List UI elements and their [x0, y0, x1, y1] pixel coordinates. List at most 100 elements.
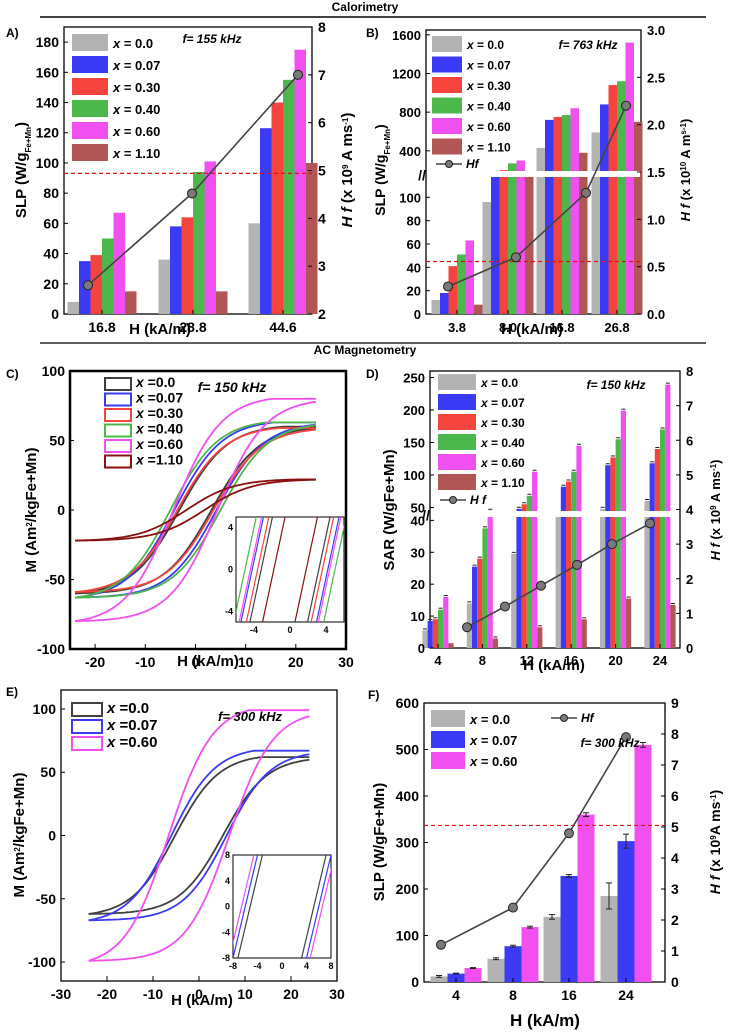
y-tick-label: 40: [43, 246, 59, 262]
x-tick-label: -10: [135, 654, 155, 670]
bar: [610, 457, 616, 648]
bar: [543, 916, 561, 982]
legend-label: x = 0.60: [469, 754, 517, 769]
inset-line: [240, 517, 265, 622]
y-axis-label-part: ): [13, 122, 30, 127]
legend-var: x: [112, 58, 121, 73]
bar: [499, 170, 508, 314]
y-axis-label: M (Am2/kgFe+Mn): [11, 773, 28, 898]
bar: [570, 108, 579, 314]
legend-swatch: [72, 78, 108, 95]
legend-label: x =0.07: [135, 390, 183, 406]
bar: [620, 410, 626, 648]
y-tick-label: 500: [396, 742, 420, 758]
x-tick-label: 4: [452, 987, 460, 1003]
legend-swatch: [438, 414, 476, 430]
inset-line: [317, 517, 342, 622]
y2-axis-label-part: -1: [341, 117, 350, 125]
legend-swatch: [72, 144, 108, 161]
bar: [248, 223, 260, 314]
panel-label: B): [366, 26, 379, 40]
chart-title: f= 155 kHz: [182, 32, 241, 46]
y2-axis-label: H f (x 1010 A ms-1): [678, 119, 693, 222]
x-axis-label: H (kA/m): [177, 653, 239, 670]
y2-axis-label-part: (x 10: [707, 840, 723, 872]
legend-label: x = 0.30: [466, 79, 511, 93]
y2-tick-label: 5: [318, 163, 326, 179]
y-axis-label: M (Am2/kgFe+Mn): [23, 448, 40, 573]
y2-axis-label-part: 9: [341, 164, 350, 169]
legend-var: x: [469, 754, 478, 769]
inset-y-tick-label: -8: [222, 953, 230, 963]
x-axis-label: H (kA/m): [501, 321, 563, 338]
legend-var: x: [106, 717, 116, 734]
hf-point: [436, 939, 446, 950]
y2-tick-label: 3: [318, 258, 326, 274]
bar: [443, 596, 449, 648]
legend-hf-label: H f: [470, 493, 487, 507]
legend-label: x = 0.30: [112, 80, 160, 95]
legend-label: x = 0.30: [480, 416, 525, 430]
y2-tick-label: 3.0: [647, 23, 665, 38]
y2-tick-label: 6: [686, 433, 693, 448]
y-tick-label: 80: [407, 214, 421, 229]
y-tick-label: 150: [403, 436, 425, 451]
y2-tick-label: 8: [671, 726, 679, 742]
bar: [472, 566, 478, 648]
legend-swatch: [71, 702, 103, 717]
y-tick-label: 10: [411, 609, 425, 624]
hysteresis-branch-up: [74, 427, 316, 595]
legend-swatch: [438, 374, 476, 390]
inset-x-tick-label: -4: [253, 961, 261, 971]
inset-y-tick-label: 4: [228, 523, 233, 533]
bar: [457, 254, 466, 314]
y2-tick-label: 7: [686, 399, 693, 414]
legend-label: x = 0.40: [112, 102, 160, 117]
legend-label: x =0.07: [106, 717, 157, 734]
legend-swatch: [432, 138, 462, 155]
bar: [448, 266, 457, 314]
legend-value: = 0.40: [488, 436, 525, 450]
y-tick-label: 20: [411, 577, 425, 592]
x-tick-label: 44.6: [269, 319, 296, 335]
hf-point: [508, 902, 518, 913]
legend-label: x = 0.0: [480, 376, 518, 390]
bar: [440, 293, 449, 314]
y2-axis-label-part: ): [339, 113, 356, 118]
y2-axis-label-part: H f: [339, 203, 356, 227]
legend-var: x: [480, 456, 489, 470]
legend-var: x: [480, 416, 489, 430]
legend-label: x = 0.60: [466, 120, 511, 134]
legend-value: = 0.60: [474, 120, 511, 134]
hf-point: [581, 187, 591, 198]
legend-var: x: [135, 374, 145, 390]
legend-label: x = 0.07: [469, 733, 517, 748]
bar: [427, 620, 433, 648]
y-axis-label: SLP (W/gFe+Mn): [371, 783, 388, 901]
y-axis-label-part: SLP (W/g: [372, 155, 388, 216]
y2-tick-label: 3: [686, 537, 693, 552]
hf-point: [564, 828, 574, 839]
legend-label: x = 0.07: [480, 396, 525, 410]
y-axis-label-part: /kgFe+Mn): [11, 773, 28, 848]
y2-tick-label: 5: [671, 819, 679, 835]
chart-title: f= 300 kHz: [218, 709, 282, 724]
legend-label: x = 0.0: [469, 712, 510, 727]
legend-swatch: [432, 77, 462, 93]
legend-value: = 0.0: [120, 36, 153, 51]
bar: [600, 895, 618, 982]
y2-tick-label: 0.0: [647, 307, 665, 322]
x-tick-label: 8: [509, 987, 517, 1003]
legend-value: = 0.40: [474, 100, 511, 114]
bar: [204, 161, 216, 314]
y2-axis-label-part: (x 10: [708, 510, 723, 540]
y-tick-label: -50: [36, 891, 56, 907]
hf-line: [440, 736, 627, 946]
legend-label: x = 1.10: [466, 141, 511, 155]
bar: [90, 255, 102, 314]
hysteresis-branch-down: [88, 749, 310, 922]
y2-axis-label-part: 9: [709, 835, 718, 840]
chart-title: f= 150 kHz: [586, 378, 645, 392]
inset-line: [310, 517, 335, 622]
